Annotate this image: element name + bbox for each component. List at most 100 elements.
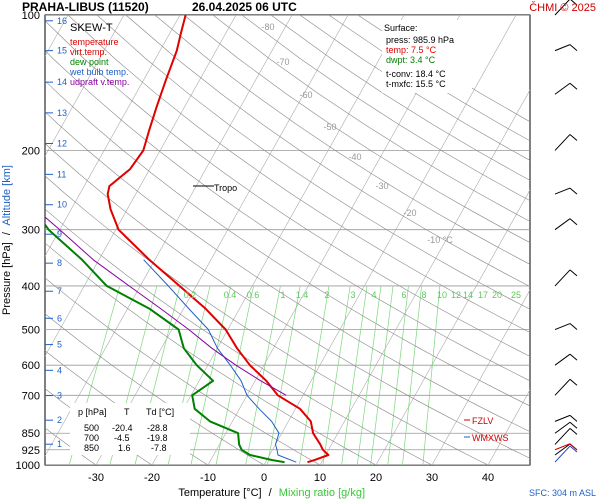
isotherm-line xyxy=(151,15,405,465)
pressure-tick-label: 1000 xyxy=(16,460,40,472)
y-axis-sep: / xyxy=(1,231,13,235)
isobar-grid xyxy=(45,15,530,465)
dry-adiabat xyxy=(45,143,530,459)
pressure-tick-label: 100 xyxy=(22,10,40,22)
surface-tconv: t-conv: 18.4 °C xyxy=(386,69,446,79)
dry-adiabat xyxy=(45,277,321,465)
isotherm-label: -40 xyxy=(348,152,361,162)
wind-barb-flag xyxy=(569,82,578,90)
temperature-tick-label: -30 xyxy=(88,472,104,484)
wind-barb-flag xyxy=(569,353,578,361)
pressure-tick-label: 500 xyxy=(22,325,40,337)
mixing-ratio-line xyxy=(402,285,422,465)
dry-adiabat xyxy=(45,175,489,465)
altitude-tick-label: 9 xyxy=(57,229,62,239)
datetime-label: 26.04.2025 06 UTC xyxy=(192,0,297,14)
wind-barb xyxy=(554,378,571,396)
isotherm-label: -70 xyxy=(276,57,289,67)
wmxws-label: WMXWS xyxy=(472,433,509,443)
wind-barb-flag xyxy=(569,445,578,453)
altitude-tick-label: 2 xyxy=(57,415,62,425)
y-axis-altitude-label: Altitude [km] xyxy=(1,165,13,226)
mixing-ratio-line xyxy=(387,285,409,465)
temperature-tick-label: 0 xyxy=(261,472,267,484)
altitude-tick-label: 14 xyxy=(57,77,67,87)
legend-temperature: temperature xyxy=(70,37,119,47)
x-axis-mix-label: Mixing ratio [g/kg] xyxy=(279,487,365,499)
pressure-tick-label: 200 xyxy=(22,145,40,157)
dry-adiabat xyxy=(45,208,433,465)
wind-barb-flag xyxy=(569,134,578,141)
table-cell: 1.6 xyxy=(118,443,131,453)
mixing-ratio-label: 14 xyxy=(463,290,473,300)
legend-title: SKEW-T xyxy=(70,22,113,34)
surface-dwpt: dwpt: 3.4 °C xyxy=(386,55,436,65)
isotherm-line xyxy=(375,189,530,465)
adiabat-grid xyxy=(45,15,530,465)
table-cell: -4.5 xyxy=(114,433,130,443)
mixing-ratio-line xyxy=(422,285,441,465)
pressure-tick-label: 300 xyxy=(22,225,40,237)
temperature-axis: -30 -20 -10 0 10 20 30 40 xyxy=(88,472,494,484)
sfc-label: SFC: 304 m ASL xyxy=(529,488,596,498)
wind-barb xyxy=(554,134,571,151)
mixing-ratio-label: 10 xyxy=(437,290,447,300)
wind-barb-flag xyxy=(570,0,578,6)
mixing-ratio-line xyxy=(370,285,394,465)
altitude-tick-label: 4 xyxy=(57,365,62,375)
dry-adiabat xyxy=(67,15,530,333)
mixing-ratio-label: 1 xyxy=(280,290,285,300)
isotherm-line xyxy=(431,289,530,465)
mixing-ratio-label: 0.4 xyxy=(224,290,237,300)
mixing-ratio-label: 1.4 xyxy=(296,290,309,300)
legend-virt-temp: virt.temp. xyxy=(70,47,107,57)
mixing-ratio-line xyxy=(267,285,301,465)
wind-barb-flag xyxy=(569,378,578,386)
mixing-ratio-labels: 0.2 0.4 0.6 1 1.4 2 3 4 6 8 10 12 14 17 20 25 xyxy=(184,290,521,300)
isotherm-grid xyxy=(45,15,530,465)
table-cell: -7.8 xyxy=(151,443,167,453)
wind-barb xyxy=(554,218,571,231)
isotherm-label: -80 xyxy=(261,22,274,32)
mixing-ratio-label: 0.2 xyxy=(184,290,197,300)
surface-press: press: 985.9 hPa xyxy=(386,35,454,45)
wind-barb-flag xyxy=(569,428,578,435)
wind-barb xyxy=(554,187,571,195)
series-dew-point xyxy=(45,222,285,464)
mixing-ratio-line xyxy=(299,285,330,465)
dry-adiabat xyxy=(212,15,530,222)
isotherm-line xyxy=(263,15,517,465)
profile-lines xyxy=(45,15,330,464)
isotherm-label: -50 xyxy=(323,122,336,132)
mixing-ratio-label: 4 xyxy=(371,290,376,300)
legend-wet-bulb: wet bulb temp. xyxy=(69,67,129,77)
mixing-ratio-label: 0.6 xyxy=(247,290,260,300)
isotherm-labels: -80 -70 -60 -50 -40 -30 -20 -10 °C xyxy=(261,22,453,245)
table-cell: -20.4 xyxy=(112,423,133,433)
altitude-tick-label: 8 xyxy=(57,258,62,268)
wind-barb-flag xyxy=(569,415,578,422)
wind-barb-flag xyxy=(569,421,578,429)
mixing-ratio-label: 20 xyxy=(492,290,502,300)
isotherm-line xyxy=(45,15,237,357)
altitude-tick-label: 3 xyxy=(57,391,62,401)
wind-barb xyxy=(554,353,571,366)
table-header-p: p [hPa] xyxy=(78,407,107,417)
dry-adiabat xyxy=(96,15,530,310)
wind-barb xyxy=(554,443,571,451)
isotherm-line xyxy=(45,15,125,157)
wind-barb-flag xyxy=(569,269,578,277)
wind-barb-flag xyxy=(569,443,578,451)
altitude-tick-label: 1 xyxy=(57,439,62,449)
altitude-tick-label: 15 xyxy=(57,46,67,56)
mixing-ratio-line xyxy=(356,285,382,465)
dry-adiabat xyxy=(45,80,530,407)
table-cell: -28.8 xyxy=(147,423,168,433)
pressure-tick-label: 600 xyxy=(22,360,40,372)
wind-barb xyxy=(554,82,571,95)
legend-dew-point: dew point xyxy=(70,57,109,67)
isotherm-line xyxy=(45,15,181,257)
temperature-tick-label: -10 xyxy=(200,472,216,484)
